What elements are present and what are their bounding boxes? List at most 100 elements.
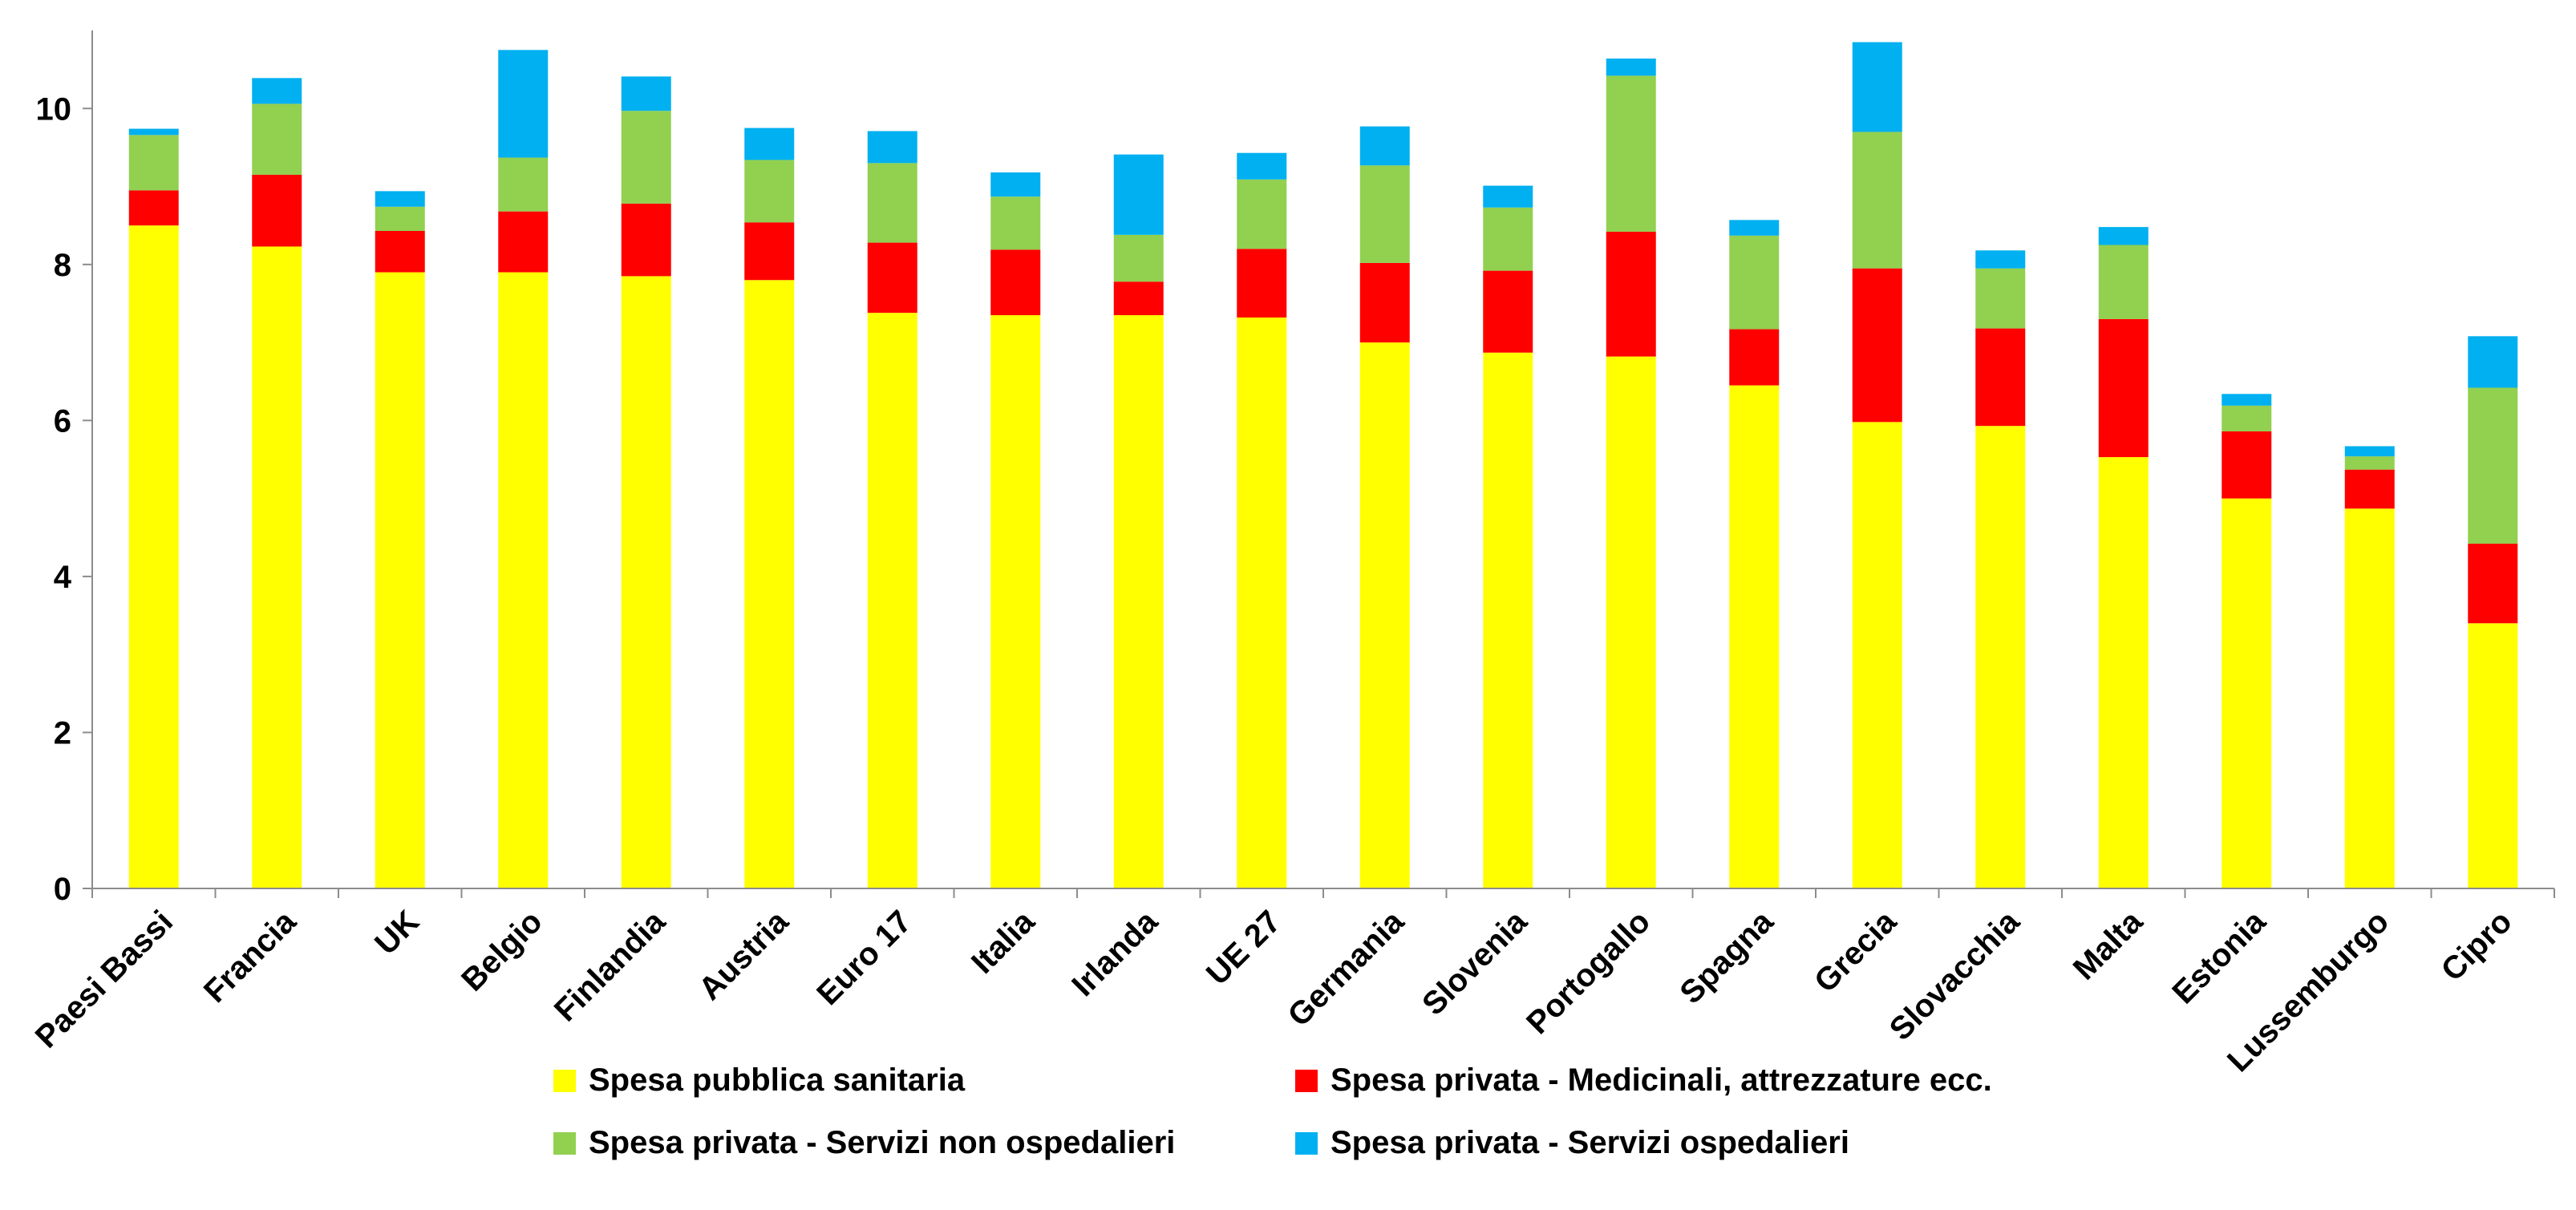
bar-segment [2344, 508, 2395, 888]
y-tick-label: 6 [54, 403, 71, 439]
x-tick-label: Slovenia [1416, 904, 1534, 1022]
bar-segment [498, 211, 549, 273]
x-tick-label: Grecia [1808, 904, 1904, 1000]
x-tick-label: Paesi Bassi [29, 904, 180, 1054]
legend-label-public: Spesa pubblica sanitaria [589, 1062, 966, 1098]
bar-segment [1359, 342, 1410, 888]
bar-segment [2344, 456, 2395, 470]
bar-segment [1729, 329, 1780, 386]
x-tick-label: Austria [692, 904, 796, 1007]
bar-segment [1483, 270, 1533, 353]
bar-segment [867, 163, 917, 243]
bar-segment [2222, 431, 2272, 499]
bar-segment [1729, 235, 1780, 330]
bar-segment [2098, 227, 2149, 245]
bar-segment [1729, 385, 1780, 888]
bar-segment [1113, 154, 1164, 235]
bar-segment [1359, 126, 1410, 166]
bar-segment [744, 127, 795, 160]
y-tick-label: 0 [54, 872, 71, 907]
bar-segment [867, 313, 917, 888]
bar-segment [1483, 352, 1533, 889]
bar-segment [1237, 249, 1287, 318]
bar-segment [990, 315, 1041, 889]
bar-segment [2468, 387, 2518, 544]
bar-segment [498, 50, 549, 158]
bar-segment [1729, 220, 1780, 236]
legend: Spesa pubblica sanitaria Spesa privata -… [553, 1062, 2157, 1191]
x-tick-label: Malta [2067, 904, 2150, 987]
bar-segment [498, 272, 549, 889]
bar-segment [1113, 315, 1164, 889]
bar-segment [1852, 422, 1902, 888]
bar-segment [2344, 446, 2395, 457]
x-tick-label: Irlanda [1065, 904, 1164, 1003]
bar-segment [621, 76, 671, 111]
y-tick-label: 2 [54, 715, 71, 751]
bar-segment [1852, 268, 1902, 423]
bar-segment [375, 230, 425, 273]
legend-item-non-hospital: Spesa privata - Servizi non ospedalieri [553, 1125, 1175, 1161]
x-tick-label: Italia [965, 904, 1042, 981]
bar-segment [1606, 356, 1656, 889]
bar-segment [1483, 185, 1533, 208]
bar-segment [2098, 457, 2149, 888]
bar-segment [1975, 426, 2026, 888]
x-tick-label: Germania [1282, 904, 1412, 1034]
bar-segment [2098, 318, 2149, 458]
bar-segment [2468, 544, 2518, 624]
bar-segment [990, 196, 1041, 250]
x-tick-label: Finlandia [548, 904, 673, 1029]
legend-swatch-non-hospital [553, 1131, 576, 1155]
x-tick-label: UK [368, 904, 426, 961]
bar-segment [1237, 152, 1287, 180]
bar-segment [1975, 328, 2026, 427]
bar-segment [252, 103, 302, 175]
bar-segment [1359, 165, 1410, 263]
bar-segment [1975, 250, 2026, 269]
bar-segment [1237, 179, 1287, 249]
bar-segment [744, 280, 795, 889]
bar-segment [1113, 234, 1164, 282]
bar-segment [2222, 405, 2272, 431]
bar-segment [867, 131, 917, 164]
bar-segment [128, 190, 179, 226]
y-tick-label: 10 [36, 91, 72, 127]
legend-label-medicines: Spesa privata - Medicinali, attrezzature… [1331, 1062, 1992, 1098]
bar-segment [1606, 59, 1656, 76]
legend-swatch-hospital [1295, 1131, 1318, 1155]
bar-segment [1359, 262, 1410, 343]
bar-segment [2344, 469, 2395, 509]
bar-segment [1606, 231, 1656, 357]
legend-item-public: Spesa pubblica sanitaria [553, 1062, 965, 1099]
x-tick-label: Slovacchia [1883, 904, 2027, 1047]
bar-segment [2468, 336, 2518, 388]
x-tick-label: Cipro [2435, 904, 2519, 988]
x-tick-label: Francia [197, 904, 303, 1010]
x-tick-label: Spagna [1673, 904, 1780, 1011]
legend-item-hospital: Spesa privata - Servizi ospedalieri [1295, 1125, 1849, 1161]
y-tick-label: 8 [54, 248, 71, 283]
bar-segment [2468, 623, 2518, 888]
x-tick-label: UE 27 [1200, 904, 1288, 992]
bar-segment [375, 191, 425, 207]
legend-label-non-hospital: Spesa privata - Servizi non ospedalieri [589, 1125, 1176, 1160]
bar-segment [375, 206, 425, 231]
bar-segment [498, 157, 549, 212]
y-tick-label: 4 [54, 560, 72, 595]
bar-segment [128, 225, 179, 888]
x-tick-label: Estonia [2165, 904, 2273, 1011]
bar-segment [990, 249, 1041, 316]
bar-segment [1852, 42, 1902, 132]
bar-segment [990, 172, 1041, 197]
bar-segment [1113, 281, 1164, 316]
bar-segment [252, 78, 302, 104]
legend-swatch-public [553, 1069, 576, 1092]
bar-segment [252, 174, 302, 247]
legend-item-medicines: Spesa privata - Medicinali, attrezzature… [1295, 1062, 1992, 1099]
bar-segment [128, 135, 179, 191]
x-tick-label: Portogallo [1520, 904, 1657, 1041]
bar-segment [867, 242, 917, 314]
